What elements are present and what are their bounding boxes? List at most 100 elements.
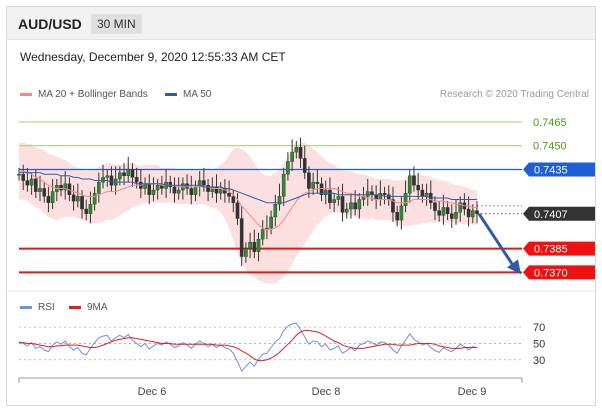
candle-body bbox=[382, 193, 387, 195]
candle-body bbox=[344, 208, 349, 213]
candle-body bbox=[46, 196, 51, 203]
candle-body bbox=[395, 211, 399, 221]
candle-body bbox=[244, 248, 248, 257]
ma50-swatch bbox=[165, 93, 177, 96]
candle-body bbox=[298, 147, 303, 159]
candle-body bbox=[260, 229, 265, 240]
ma20-line bbox=[19, 170, 477, 231]
candle-body bbox=[340, 196, 345, 213]
level-label-0.7385: 0.7385 bbox=[534, 244, 568, 256]
candle-body bbox=[357, 199, 362, 210]
rsi-swatch bbox=[20, 306, 32, 309]
rsi-tick-label: 30 bbox=[533, 355, 545, 367]
candle-body bbox=[256, 238, 261, 252]
level-tag-0.7370 bbox=[523, 265, 595, 280]
candle-body bbox=[458, 202, 462, 213]
candle-body bbox=[97, 181, 101, 194]
candle-body bbox=[273, 204, 278, 218]
candle-body bbox=[126, 169, 131, 176]
candle-body bbox=[118, 172, 122, 180]
candle-body bbox=[294, 147, 299, 153]
rsi-tick-label: 70 bbox=[533, 322, 545, 334]
candle-body bbox=[353, 202, 357, 210]
candle-body bbox=[109, 175, 114, 186]
candle-body bbox=[17, 174, 21, 176]
candle-body bbox=[365, 191, 370, 197]
candle-body bbox=[252, 242, 257, 252]
candle-body bbox=[71, 194, 76, 202]
candle-body bbox=[189, 188, 194, 195]
candle-body bbox=[399, 205, 404, 221]
candle-body bbox=[38, 188, 42, 192]
candle-body bbox=[176, 189, 181, 194]
x-tick-label: Dec 9 bbox=[458, 386, 487, 398]
candle-body bbox=[63, 183, 68, 191]
level-label-0.7370: 0.7370 bbox=[534, 267, 568, 279]
legend-ma50-label: MA 50 bbox=[183, 89, 212, 100]
timestamp-text: Wednesday, December 9, 2020 12:55:33 AM … bbox=[20, 50, 286, 64]
candle-body bbox=[84, 208, 89, 214]
candle-body bbox=[445, 207, 450, 214]
chart-widget: AUD/USD 30 MIN Wednesday, December 9, 20… bbox=[6, 6, 597, 406]
candle-body bbox=[151, 189, 156, 195]
candle-body bbox=[193, 186, 198, 195]
candle-body bbox=[437, 210, 441, 216]
candle-body bbox=[315, 181, 320, 184]
candle-body bbox=[147, 183, 152, 195]
candle-body bbox=[290, 151, 294, 162]
symbol-label: AUD/USD bbox=[18, 16, 82, 32]
candle-body bbox=[206, 185, 210, 192]
level-label-0.7465: 0.7465 bbox=[533, 117, 567, 129]
candle-body bbox=[248, 242, 252, 249]
candle-body bbox=[122, 172, 126, 176]
candle-body bbox=[281, 174, 286, 197]
candle-body bbox=[466, 208, 471, 218]
candle-body bbox=[239, 218, 244, 257]
level-tag-0.7407 bbox=[523, 206, 595, 221]
candle-body bbox=[155, 185, 160, 191]
candle-body bbox=[386, 194, 391, 200]
level-tag-0.7435 bbox=[523, 162, 595, 177]
candle-body bbox=[134, 177, 139, 183]
legend-9ma: 9MA bbox=[69, 302, 108, 313]
candle-body bbox=[403, 193, 408, 207]
candle-body bbox=[185, 183, 189, 189]
candle-body bbox=[59, 185, 63, 191]
level-label-0.7435: 0.7435 bbox=[534, 164, 568, 176]
candle-body bbox=[105, 175, 110, 178]
candle-body bbox=[420, 189, 425, 197]
chart-header: AUD/USD 30 MIN bbox=[7, 7, 595, 40]
legend-ma20-bb: MA 20 + Bollinger Bands bbox=[20, 89, 148, 100]
legend-9ma-label: 9MA bbox=[87, 302, 108, 313]
candle-body bbox=[88, 204, 93, 214]
candle-body bbox=[470, 210, 475, 218]
legend-ma20-label: MA 20 + Bollinger Bands bbox=[38, 89, 148, 100]
candle-body bbox=[332, 199, 336, 203]
candle-body bbox=[328, 189, 332, 203]
candle-body bbox=[378, 193, 383, 200]
forecast-arrow-head bbox=[507, 259, 521, 275]
x-tick-label: Dec 8 bbox=[312, 386, 341, 398]
candle-body bbox=[302, 158, 307, 173]
level-label-0.7407: 0.7407 bbox=[534, 209, 568, 221]
candle-body bbox=[76, 196, 80, 202]
candle-body bbox=[214, 186, 219, 194]
candle-body bbox=[323, 189, 328, 195]
candle-body bbox=[416, 185, 420, 191]
candle-body bbox=[454, 211, 458, 219]
candle-body bbox=[34, 178, 38, 192]
candle-body bbox=[168, 181, 173, 188]
candle-body bbox=[424, 193, 429, 197]
forecast-arrow-shaft bbox=[477, 212, 517, 270]
candle-body bbox=[433, 202, 437, 211]
candle-body bbox=[307, 172, 311, 189]
timeframe-button[interactable]: 30 MIN bbox=[91, 14, 142, 34]
rsi-line bbox=[18, 322, 478, 373]
candle-body bbox=[441, 207, 446, 216]
candle-body bbox=[202, 180, 206, 186]
candle-body bbox=[227, 193, 231, 197]
candle-body bbox=[319, 183, 324, 195]
ma9-swatch bbox=[69, 306, 81, 309]
candle-body bbox=[311, 181, 315, 189]
candle-body bbox=[25, 180, 30, 186]
